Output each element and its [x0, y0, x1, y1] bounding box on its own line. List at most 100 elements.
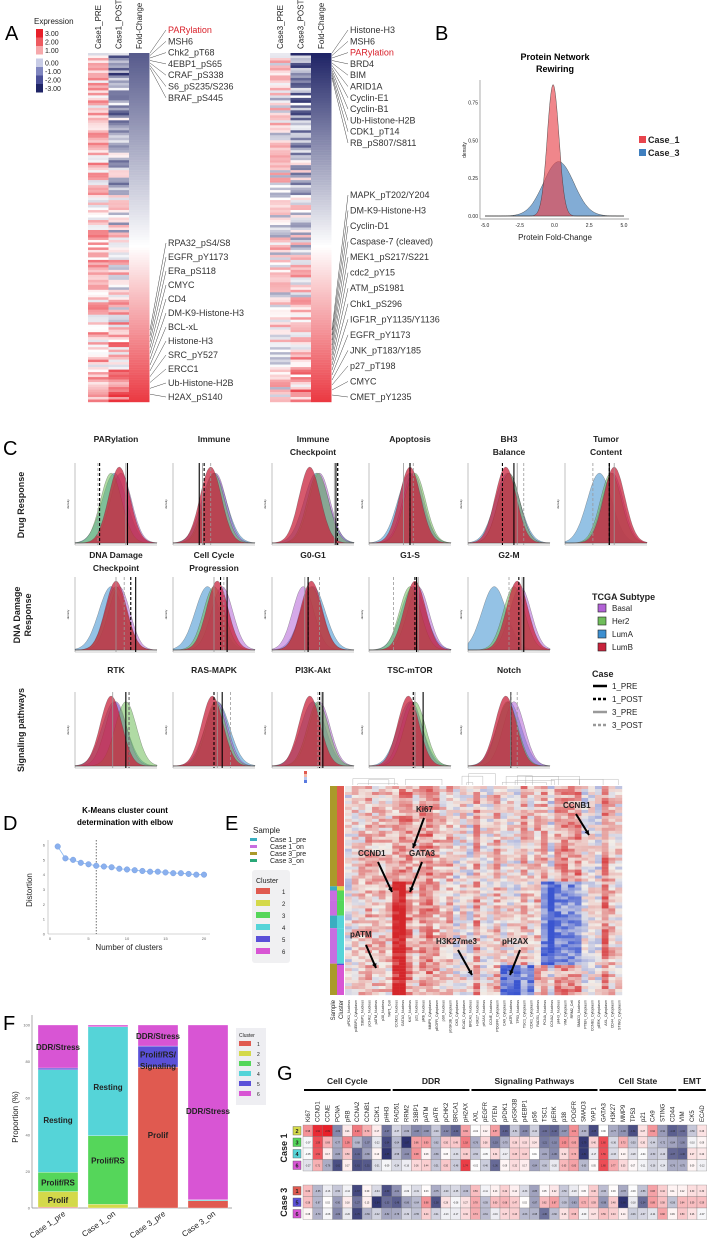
heatmap-cell	[453, 851, 461, 855]
heatmap-cell	[311, 202, 332, 206]
heatmap-cell	[561, 965, 569, 969]
heatmap-cell	[358, 920, 366, 924]
heatmap-cell	[88, 53, 109, 56]
cell-value: 0.40	[591, 1142, 596, 1144]
heatmap-cell	[405, 827, 413, 831]
heatmap-cell	[527, 941, 535, 945]
heatmap-cell	[439, 968, 447, 972]
heatmap-cell	[311, 167, 332, 171]
heatmap-cell	[567, 983, 575, 987]
heatmap-cell	[520, 794, 528, 799]
cell-value: 0.73	[572, 1154, 577, 1156]
heatmap-cell	[453, 833, 461, 837]
heatmap-cell	[527, 842, 535, 846]
heatmap-cell	[507, 860, 515, 864]
cell-value: 0.34	[463, 1214, 468, 1216]
heatmap-cell	[270, 182, 291, 186]
cell-value: 0.21	[345, 1131, 350, 1133]
heatmap-cell	[351, 914, 359, 918]
heatmap-cell	[378, 911, 386, 915]
heatmap-cell	[459, 833, 467, 837]
heatmap-cell	[540, 803, 548, 808]
heatmap-cell	[459, 786, 467, 790]
heatmap-cell	[426, 881, 434, 885]
heatmap-cell	[311, 227, 332, 231]
heatmap-cell	[453, 941, 461, 945]
sample-bar-segment	[330, 963, 337, 995]
bar-segment-cluster-6	[87, 1024, 129, 1027]
heatmap-cell	[615, 953, 623, 957]
heatmap-cell	[540, 923, 548, 927]
heatmap-cell	[419, 812, 427, 817]
protein-label: Chk2_pT68	[168, 48, 215, 58]
leader-line	[331, 288, 349, 361]
heatmap-cell	[581, 986, 589, 990]
heatmap-cell	[270, 274, 291, 278]
color-key-cell	[304, 777, 307, 780]
heatmap-cell	[88, 105, 109, 109]
heatmap-cell	[540, 911, 548, 915]
heatmap-cell	[405, 839, 413, 843]
heatmap-cell	[419, 980, 427, 984]
heatmap-cell	[311, 205, 332, 208]
heatmap-cell	[574, 794, 582, 799]
heatmap-cell	[426, 914, 434, 918]
heatmap-cell	[520, 950, 528, 954]
heatmap-cell	[547, 863, 555, 867]
heatmap-cell	[540, 869, 548, 873]
heatmap-cell	[520, 803, 528, 808]
heatmap-cell	[399, 848, 407, 852]
heatmap-cell	[351, 815, 359, 820]
heatmap-cell	[385, 797, 393, 802]
cell-value: 0.33	[522, 1142, 527, 1144]
heatmap-cell	[372, 980, 379, 984]
heatmap-cell	[426, 860, 434, 864]
heatmap-cell	[513, 851, 521, 855]
heatmap-cell	[493, 875, 501, 879]
legend-swatch	[256, 912, 270, 918]
protein-label: Caspase-7 (cleaved)	[350, 237, 433, 247]
heatmap-cell	[88, 387, 109, 390]
leader-line	[331, 77, 349, 144]
heatmap-cell	[453, 839, 461, 843]
heatmap-cell	[594, 971, 602, 975]
cell-value: -1.81	[581, 1154, 587, 1156]
heatmap-cell	[399, 965, 407, 969]
heatmap-cell	[588, 908, 596, 912]
cell-value: -0.03	[630, 1191, 636, 1193]
heatmap-cell	[446, 932, 454, 936]
heatmap-cell	[534, 983, 542, 987]
column-header: YAP1	[592, 1106, 598, 1122]
heatmap-cell	[554, 848, 562, 852]
heatmap-cell	[270, 342, 291, 345]
heatmap-cell	[534, 965, 542, 969]
cell-value: -1.79	[581, 1142, 587, 1144]
cluster-badge	[292, 1197, 302, 1207]
heatmap-cell	[561, 902, 569, 906]
subplot-ylabel: density	[164, 499, 168, 509]
heatmap-cell	[270, 117, 291, 121]
heatmap-cell	[290, 182, 311, 186]
heatmap-cell	[615, 983, 623, 987]
heatmap-cell	[446, 815, 454, 820]
heatmap-cell	[385, 839, 393, 843]
heatmap-cell	[88, 72, 109, 76]
heatmap-cell	[466, 992, 474, 996]
cell-value: -0.31	[414, 1191, 420, 1193]
heatmap-cell	[615, 845, 623, 849]
chart-b-xlabel: Protein Fold-Change	[518, 233, 592, 242]
heatmap-cell	[412, 788, 420, 793]
cell-value: -0.05	[483, 1154, 489, 1156]
heatmap-cell	[480, 797, 488, 802]
heatmap-cell	[426, 920, 434, 924]
cell-value: -0.75	[433, 1191, 439, 1193]
heatmap-cell	[473, 872, 481, 876]
heatmap-cell	[351, 968, 359, 972]
cluster-number: 6	[295, 1212, 298, 1218]
cluster-bar-segment	[337, 886, 344, 891]
heatmap-cell	[540, 839, 548, 843]
heatmap-cell	[594, 932, 602, 936]
heatmap-cell	[520, 788, 528, 793]
heatmap-cell	[574, 878, 582, 882]
heatmap-cell	[372, 908, 379, 912]
